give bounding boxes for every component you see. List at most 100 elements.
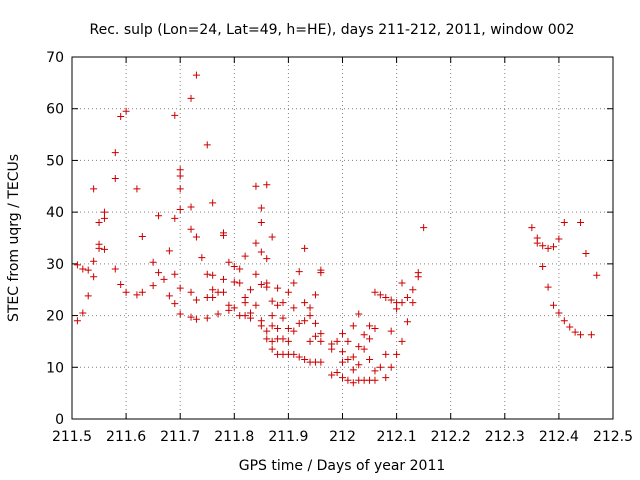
data-point [219, 231, 227, 239]
data-point [230, 278, 238, 286]
data-point [219, 288, 227, 296]
data-point [198, 254, 206, 262]
data-point [225, 306, 233, 314]
data-point [138, 288, 146, 296]
data-point [225, 258, 233, 266]
data-point [539, 242, 547, 250]
y-tick-label: 30 [46, 257, 64, 273]
data-point [90, 257, 98, 265]
data-point [409, 299, 417, 307]
data-point [366, 335, 374, 343]
data-point [414, 269, 422, 277]
data-point [533, 239, 541, 247]
data-point [84, 266, 92, 274]
data-point [268, 297, 276, 305]
data-point [95, 218, 103, 226]
y-tick-label: 40 [46, 205, 64, 221]
data-point [387, 296, 395, 304]
data-point [274, 284, 282, 292]
data-point [263, 335, 271, 343]
y-tick-label: 60 [46, 102, 64, 118]
data-point [317, 269, 325, 277]
plot-frame [71, 56, 614, 420]
data-point [263, 327, 271, 335]
data-point [257, 248, 265, 256]
data-point [257, 281, 265, 289]
data-point [192, 296, 200, 304]
data-point [587, 331, 595, 339]
data-point [257, 218, 265, 226]
grid-lines [72, 57, 613, 419]
data-point [398, 337, 406, 345]
data-point [90, 185, 98, 193]
data-point [371, 367, 379, 375]
x-tick-label: 212 [329, 429, 356, 445]
data-point [192, 71, 200, 79]
data-point [263, 181, 271, 189]
data-point [317, 358, 325, 366]
y-tick-label: 10 [46, 360, 64, 376]
data-point [393, 305, 401, 313]
data-point [382, 350, 390, 358]
data-point [100, 214, 108, 222]
data-point [176, 206, 184, 214]
data-point [290, 279, 298, 287]
data-point [409, 286, 417, 294]
data-point [176, 166, 184, 174]
data-point [100, 245, 108, 253]
y-axis-label: STEC from uqrg / TECUs [6, 154, 22, 322]
data-point [371, 288, 379, 296]
data-point [133, 185, 141, 193]
data-point [344, 356, 352, 364]
data-point [149, 282, 157, 290]
y-tick-label: 0 [55, 412, 64, 428]
data-point [111, 265, 119, 273]
data-point [539, 262, 547, 270]
data-point [376, 363, 384, 371]
data-point [295, 268, 303, 276]
data-point [209, 286, 217, 294]
data-point [192, 315, 200, 323]
data-point [306, 312, 314, 320]
data-point [577, 218, 585, 226]
data-point [236, 279, 244, 287]
data-point [306, 337, 314, 345]
data-point [544, 283, 552, 291]
data-point [257, 322, 265, 330]
data-point [349, 379, 357, 387]
data-point [544, 244, 552, 252]
data-point [165, 247, 173, 255]
data-point [349, 353, 357, 361]
x-tick-label: 211.6 [106, 429, 146, 445]
x-tick-label: 212.5 [593, 429, 633, 445]
data-point [366, 356, 374, 364]
data-point [90, 273, 98, 281]
data-point [171, 270, 179, 278]
data-point [290, 350, 298, 358]
data-point [133, 291, 141, 299]
x-tick-label: 211.7 [160, 429, 200, 445]
data-point [339, 348, 346, 356]
data-point [555, 309, 563, 317]
data-point [328, 345, 336, 353]
data-point [111, 175, 119, 183]
data-point [382, 374, 390, 382]
data-point [311, 319, 319, 327]
data-point [176, 185, 184, 193]
data-point [219, 275, 227, 283]
data-point [176, 310, 184, 318]
data-point [274, 325, 282, 332]
data-point [528, 224, 536, 232]
data-point [311, 291, 319, 299]
data-point [214, 310, 222, 318]
data-point [241, 312, 249, 320]
data-point [376, 291, 384, 299]
data-point [279, 314, 287, 322]
data-point [355, 343, 363, 351]
data-point [284, 288, 292, 296]
data-point [339, 358, 346, 366]
data-point [252, 182, 260, 190]
data-point [263, 255, 271, 263]
data-point [301, 244, 309, 252]
